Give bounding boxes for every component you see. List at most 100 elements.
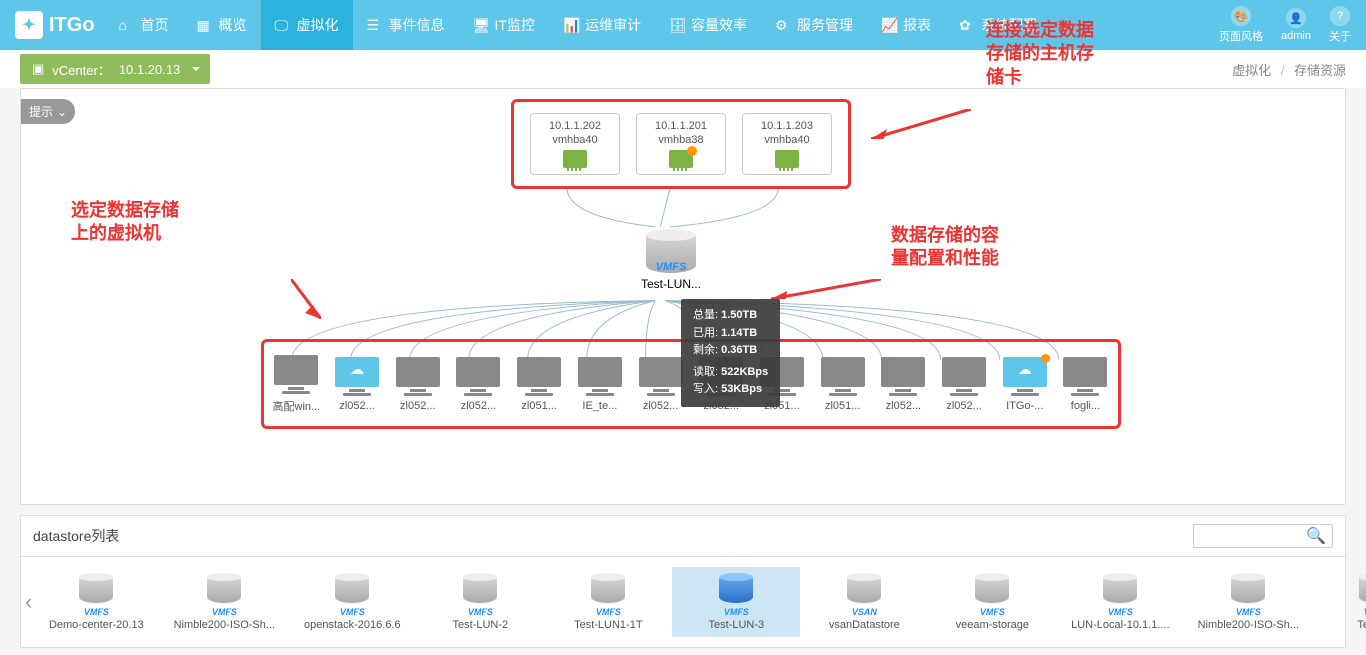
grid-icon: ▦ <box>197 17 213 33</box>
dslist-title: datastore列表 <box>33 526 119 546</box>
scroll-left-button[interactable]: ‹ <box>25 572 32 632</box>
annotation-top-right: 连接选定数据 存储的主机存 储卡 <box>986 19 1094 89</box>
help-icon: ? <box>1330 6 1350 26</box>
report-icon: 📈 <box>881 17 897 33</box>
nav-item-grid[interactable]: ▦概览 <box>183 0 261 50</box>
vcenter-icon: ▣ <box>32 61 44 77</box>
host-node[interactable]: 10.1.1.203vmhba40 <box>742 113 832 175</box>
monitor-icon <box>578 357 622 387</box>
datastore-name: Test-LUN... <box>641 277 701 291</box>
vm-node[interactable]: zl052... <box>329 357 385 412</box>
datastore-node[interactable]: VMFS Test-LUN... <box>641 229 701 291</box>
datastore-item[interactable]: VMFSTest-LU <box>1312 567 1366 637</box>
datastore-icon <box>1359 573 1366 603</box>
datastore-item[interactable]: VMFSDemo-center-20.13 <box>32 567 160 637</box>
host-node[interactable]: 10.1.1.202vmhba40 <box>530 113 620 175</box>
monitor-icon <box>881 357 925 387</box>
datastore-icon <box>591 573 625 603</box>
vm-node[interactable]: IE_te... <box>572 357 628 412</box>
datastore-list-panel: datastore列表 🔍 ‹ VMFSDemo-center-20.13VMF… <box>20 515 1346 648</box>
datastore-item[interactable]: VMFSTest-LUN-2 <box>416 567 544 637</box>
nav-item-report[interactable]: 📈报表 <box>867 0 945 50</box>
search-icon: 🔍 <box>1306 526 1326 546</box>
vm-node[interactable]: 高配win... <box>268 355 324 414</box>
audit-icon: 📊 <box>563 17 579 33</box>
datastore-item[interactable]: VSANvsanDatastore <box>800 567 928 637</box>
annotation-mid-right: 数据存储的容 量配置和性能 <box>891 224 999 271</box>
monitor-icon <box>821 357 865 387</box>
monitor-icon <box>639 357 683 387</box>
vm-node[interactable]: zl052... <box>936 357 992 412</box>
datastore-icon <box>719 573 753 603</box>
topright-style[interactable]: 🎨页面风格 <box>1219 6 1263 44</box>
nav-item-audit[interactable]: 📊运维审计 <box>549 0 655 50</box>
datastore-item[interactable]: VMFSLUN-Local-10.1.1.... <box>1056 567 1184 637</box>
brand-text: ITGo <box>49 14 95 37</box>
nav-item-home[interactable]: ⌂首页 <box>105 0 183 50</box>
vm-node[interactable]: zl052... <box>390 357 446 412</box>
list-icon: ☰ <box>367 17 383 33</box>
logo-icon: ✦ <box>15 11 43 39</box>
monitor-icon: 🖥 <box>473 17 489 33</box>
datastore-tooltip: 总量: 1.50TB 已用: 1.14TB 剩余: 0.36TB 读取: 522… <box>681 299 780 407</box>
arrow-icon <box>871 109 971 139</box>
monitor-icon <box>335 357 379 387</box>
user-icon: 👤 <box>1286 8 1306 28</box>
topright-user[interactable]: 👤admin <box>1281 8 1311 42</box>
nic-icon <box>563 150 587 168</box>
datastore-item[interactable]: VMFSNimble200-ISO-Sh... <box>160 567 288 637</box>
nav-item-service[interactable]: ⚙服务管理 <box>761 0 867 50</box>
monitor-icon <box>456 357 500 387</box>
datastore-item[interactable]: VMFSopenstack-2016.6.6 <box>288 567 416 637</box>
topology-canvas: 提示 ⌄ 10.1.1.202vmhba4010.1.1.201vmhba381… <box>20 88 1346 505</box>
datastore-icon: VMFS <box>646 229 696 273</box>
datastore-icon <box>335 573 369 603</box>
vcenter-value: 10.1.20.13 <box>119 62 180 77</box>
breadcrumb-root[interactable]: 虚拟化 <box>1232 63 1271 78</box>
datastore-item[interactable]: VMFSNimble200-ISO-Sh... <box>1184 567 1312 637</box>
nic-icon <box>775 150 799 168</box>
nav-item-screen[interactable]: 🖵虚拟化 <box>261 0 353 50</box>
vm-node[interactable]: zl051... <box>815 357 871 412</box>
monitor-icon <box>274 355 318 385</box>
search-input[interactable]: 🔍 <box>1193 524 1333 548</box>
vm-node[interactable]: zl052... <box>450 357 506 412</box>
style-icon: 🎨 <box>1231 6 1251 26</box>
monitor-icon <box>517 357 561 387</box>
datastore-icon <box>79 573 113 603</box>
screen-icon: 🖵 <box>275 17 291 33</box>
vcenter-dropdown[interactable]: ▣ vCenter： 10.1.20.13 <box>20 54 210 84</box>
datastore-icon <box>463 573 497 603</box>
datastore-item[interactable]: VMFSveeam-storage <box>928 567 1056 637</box>
service-icon: ⚙ <box>775 17 791 33</box>
datastore-item[interactable]: VMFSTest-LUN1-1T <box>544 567 672 637</box>
nav-item-monitor[interactable]: 🖥IT监控 <box>459 0 549 50</box>
datastore-icon <box>847 573 881 603</box>
arrow-icon <box>291 279 321 319</box>
monitor-icon <box>396 357 440 387</box>
top-nav: ✦ ITGo ⌂首页▦概览🖵虚拟化☰事件信息🖥IT监控📊运维审计🗄容量效率⚙服务… <box>0 0 1366 50</box>
hosts-box: 10.1.1.202vmhba40 10.1.1.201vmhba38 10.1.1… <box>511 99 851 189</box>
nav-item-list[interactable]: ☰事件信息 <box>353 0 459 50</box>
datastore-icon <box>975 573 1009 603</box>
monitor-icon <box>1063 357 1107 387</box>
vm-node[interactable]: fogli... <box>1057 357 1113 412</box>
vm-node[interactable]: zl051... <box>511 357 567 412</box>
monitor-icon <box>1003 357 1047 387</box>
home-icon: ⌂ <box>119 17 135 33</box>
datastore-item[interactable]: VMFSTest-LUN-3 <box>672 567 800 637</box>
sub-bar: ▣ vCenter： 10.1.20.13 虚拟化 / 存储资源 <box>0 50 1366 88</box>
host-node[interactable]: 10.1.1.201vmhba38 <box>636 113 726 175</box>
topright-help[interactable]: ?关于 <box>1329 6 1351 44</box>
breadcrumb-leaf: 存储资源 <box>1294 63 1346 78</box>
annotation-left: 选定数据存储 上的虚拟机 <box>71 199 179 246</box>
datastore-icon <box>207 573 241 603</box>
vm-node[interactable]: ITGo-... <box>997 357 1053 412</box>
capacity-icon: 🗄 <box>669 17 685 33</box>
vcenter-label: vCenter： <box>52 60 111 79</box>
vm-node[interactable]: zl052... <box>875 357 931 412</box>
config-icon: ✿ <box>959 17 975 33</box>
logo[interactable]: ✦ ITGo <box>15 11 95 39</box>
nav-item-capacity[interactable]: 🗄容量效率 <box>655 0 761 50</box>
nic-icon <box>669 150 693 168</box>
